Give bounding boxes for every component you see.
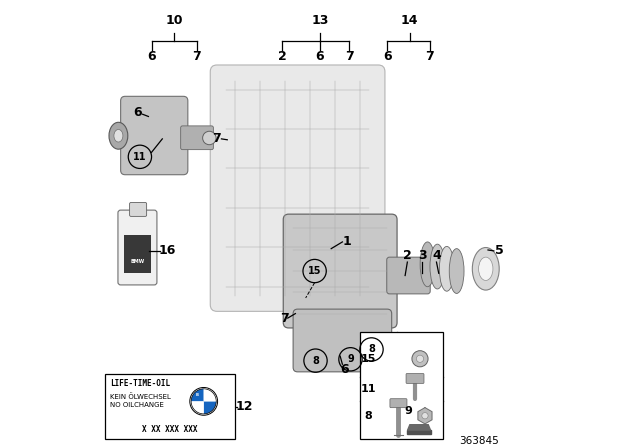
Text: W: W xyxy=(208,405,212,409)
Text: BMW: BMW xyxy=(131,259,145,264)
Circle shape xyxy=(203,131,216,145)
Text: 7: 7 xyxy=(212,132,220,146)
Ellipse shape xyxy=(430,244,445,289)
Bar xyxy=(360,332,443,439)
FancyBboxPatch shape xyxy=(284,214,397,328)
Text: NO OILCHANGE: NO OILCHANGE xyxy=(110,402,164,409)
Text: 8: 8 xyxy=(365,411,372,421)
Text: 3: 3 xyxy=(418,249,426,262)
Text: KEIN ÖLWECHSEL: KEIN ÖLWECHSEL xyxy=(110,393,172,400)
Text: 15: 15 xyxy=(361,354,376,364)
Text: 6: 6 xyxy=(340,363,349,376)
Text: 12: 12 xyxy=(235,400,253,414)
Polygon shape xyxy=(407,430,431,434)
Ellipse shape xyxy=(472,247,499,290)
Circle shape xyxy=(412,351,428,367)
Text: 15: 15 xyxy=(308,266,321,276)
Text: 7: 7 xyxy=(345,49,353,63)
Text: 10: 10 xyxy=(166,13,183,27)
Wedge shape xyxy=(191,389,204,401)
Text: 6: 6 xyxy=(316,49,324,63)
Text: X XX XXX XXX: X XX XXX XXX xyxy=(142,425,198,434)
Circle shape xyxy=(422,413,428,419)
Bar xyxy=(105,374,235,439)
Text: 2: 2 xyxy=(403,249,412,262)
Wedge shape xyxy=(204,389,216,401)
Text: 7: 7 xyxy=(193,49,201,63)
Text: 9: 9 xyxy=(404,406,412,416)
Polygon shape xyxy=(408,425,431,430)
Ellipse shape xyxy=(440,246,454,291)
FancyBboxPatch shape xyxy=(406,374,424,383)
Text: 4: 4 xyxy=(432,249,441,262)
Text: 13: 13 xyxy=(311,13,329,27)
Wedge shape xyxy=(191,401,204,414)
Wedge shape xyxy=(204,401,216,414)
FancyBboxPatch shape xyxy=(121,96,188,175)
Circle shape xyxy=(417,355,424,362)
Bar xyxy=(124,235,151,273)
Ellipse shape xyxy=(449,249,464,293)
FancyBboxPatch shape xyxy=(210,65,385,311)
Text: B: B xyxy=(196,393,199,397)
FancyBboxPatch shape xyxy=(387,257,430,294)
Text: 1: 1 xyxy=(342,235,351,249)
Ellipse shape xyxy=(114,129,123,142)
Polygon shape xyxy=(418,408,432,424)
Text: 14: 14 xyxy=(401,13,419,27)
Text: 6: 6 xyxy=(383,49,392,63)
FancyBboxPatch shape xyxy=(293,309,392,372)
Text: 7: 7 xyxy=(280,311,289,325)
Text: 9: 9 xyxy=(347,354,354,364)
FancyBboxPatch shape xyxy=(390,399,407,408)
Text: 2: 2 xyxy=(278,49,286,63)
FancyBboxPatch shape xyxy=(130,202,147,216)
Text: LIFE-TIME-OIL: LIFE-TIME-OIL xyxy=(110,379,170,388)
Text: 16: 16 xyxy=(158,244,175,258)
Text: 363845: 363845 xyxy=(459,436,499,446)
Text: 8: 8 xyxy=(312,356,319,366)
Ellipse shape xyxy=(109,122,128,149)
FancyBboxPatch shape xyxy=(118,210,157,285)
Text: 8: 8 xyxy=(368,345,375,354)
Ellipse shape xyxy=(420,242,435,287)
Text: 11: 11 xyxy=(360,384,376,394)
Text: 11: 11 xyxy=(133,152,147,162)
Text: 6: 6 xyxy=(133,105,141,119)
FancyBboxPatch shape xyxy=(180,126,213,150)
Text: 7: 7 xyxy=(426,49,434,63)
Text: 5: 5 xyxy=(495,244,504,258)
Ellipse shape xyxy=(479,257,493,280)
Text: 6: 6 xyxy=(148,49,156,63)
Circle shape xyxy=(190,388,218,415)
